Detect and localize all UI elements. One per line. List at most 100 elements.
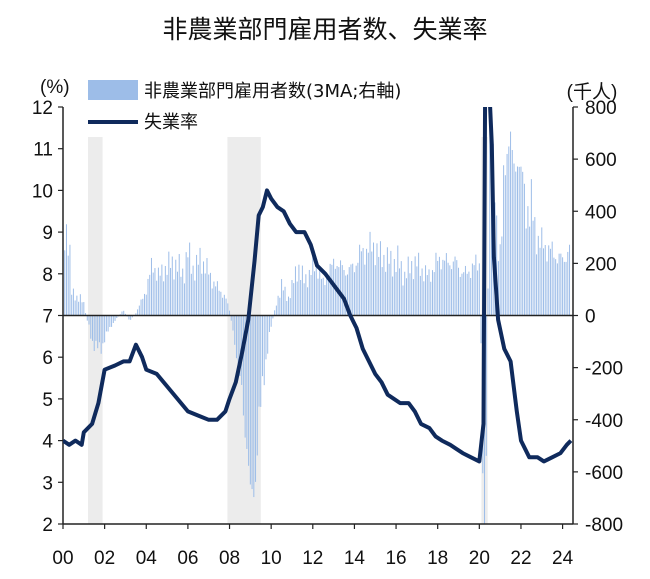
employment-bar [405,278,407,316]
employment-bar [511,150,513,316]
right-tick-label: 600 [585,150,617,171]
employment-bar [397,245,399,316]
employment-bar [515,171,517,316]
employment-bar [567,251,569,316]
employment-bar [503,165,505,316]
employment-bar [430,281,432,316]
employment-bar [76,295,78,316]
employment-bar [373,242,375,316]
employment-bar [499,244,501,316]
right-tick-label: -200 [585,359,623,380]
left-tick-label: 10 [32,181,53,202]
employment-bar [444,260,446,316]
employment-bar [137,309,139,316]
right-tick-label: 800 [585,98,617,119]
employment-bar [208,274,210,316]
legend: 非農業部門雇用者数(3MA;右軸) 失業率 [88,80,401,133]
x-tick-label: 20 [469,548,490,569]
employment-bar [64,250,66,316]
employment-bar [359,244,361,316]
employment-bar [537,235,539,316]
employment-bar [551,241,553,316]
left-tick-label: 2 [42,515,53,536]
right-axis-label: (千人) [567,81,618,103]
employment-bar [437,260,439,316]
left-tick-label: 11 [33,140,53,161]
employment-bar [91,315,93,341]
employment-bar [220,291,222,316]
employment-bar [237,315,239,368]
employment-bar [100,315,102,354]
left-tick-label: 7 [42,307,53,328]
left-tick-label: 12 [32,98,53,119]
employment-bar [442,259,444,316]
employment-bar [312,256,314,316]
employment-bar [473,265,475,316]
employment-bar [107,315,109,332]
employment-bar [360,251,362,316]
employment-bar [178,254,180,316]
employment-bar [504,175,506,316]
employment-bar [69,244,71,316]
employment-bar [421,268,423,316]
employment-bar [289,298,291,316]
unemployment-line-path [63,107,573,464]
employment-bar [65,224,67,316]
employment-bar [541,227,543,316]
employment-bar [206,258,208,316]
employment-bar [425,265,427,316]
employment-bar [478,263,480,316]
employment-bar [74,300,76,316]
employment-bar [331,264,333,316]
employment-bar [392,276,394,316]
employment-bar [319,267,321,316]
employment-bar [418,252,420,316]
employment-bar [263,315,265,386]
employment-bar [461,273,463,316]
employment-bar [324,285,326,316]
employment-bar [516,166,518,316]
employment-bar [294,266,296,316]
employment-bar [86,315,88,321]
employment-bar [364,264,366,316]
employment-bar [556,263,558,316]
right-tick-label: -400 [585,411,623,432]
employment-bar [407,256,409,316]
employment-bar [261,315,263,377]
employment-bar [529,226,531,316]
employment-bar [296,281,298,316]
employment-bar [105,315,107,332]
employment-bar [131,315,133,318]
employment-bar [251,315,253,490]
employment-bar [90,315,92,339]
employment-bar [343,270,345,316]
employment-bar [81,302,83,316]
employment-bar [569,244,571,316]
employment-bar [565,261,567,316]
employment-bar [440,269,442,316]
employment-bar [201,273,203,316]
employment-bar [300,279,302,316]
employment-bar [477,270,479,316]
employment-bar [314,271,316,316]
employment-bar [383,254,385,316]
right-tick-label: -800 [585,515,623,536]
employment-bar [451,269,453,316]
employment-bar [272,315,274,319]
unemployment-line [63,107,573,464]
employment-bar [149,274,151,316]
employment-bar [218,290,220,316]
employment-bar [124,313,126,316]
employment-bar [190,273,192,316]
employment-bar [185,252,187,316]
employment-bar [182,268,184,316]
employment-bar [227,303,229,316]
employment-bar [253,315,255,498]
employment-bar [189,242,191,316]
x-tick-label: 10 [261,548,282,569]
employment-bar [291,280,293,316]
employment-bar [513,163,515,316]
x-tick-label: 02 [94,548,115,569]
employment-bar [168,251,170,316]
